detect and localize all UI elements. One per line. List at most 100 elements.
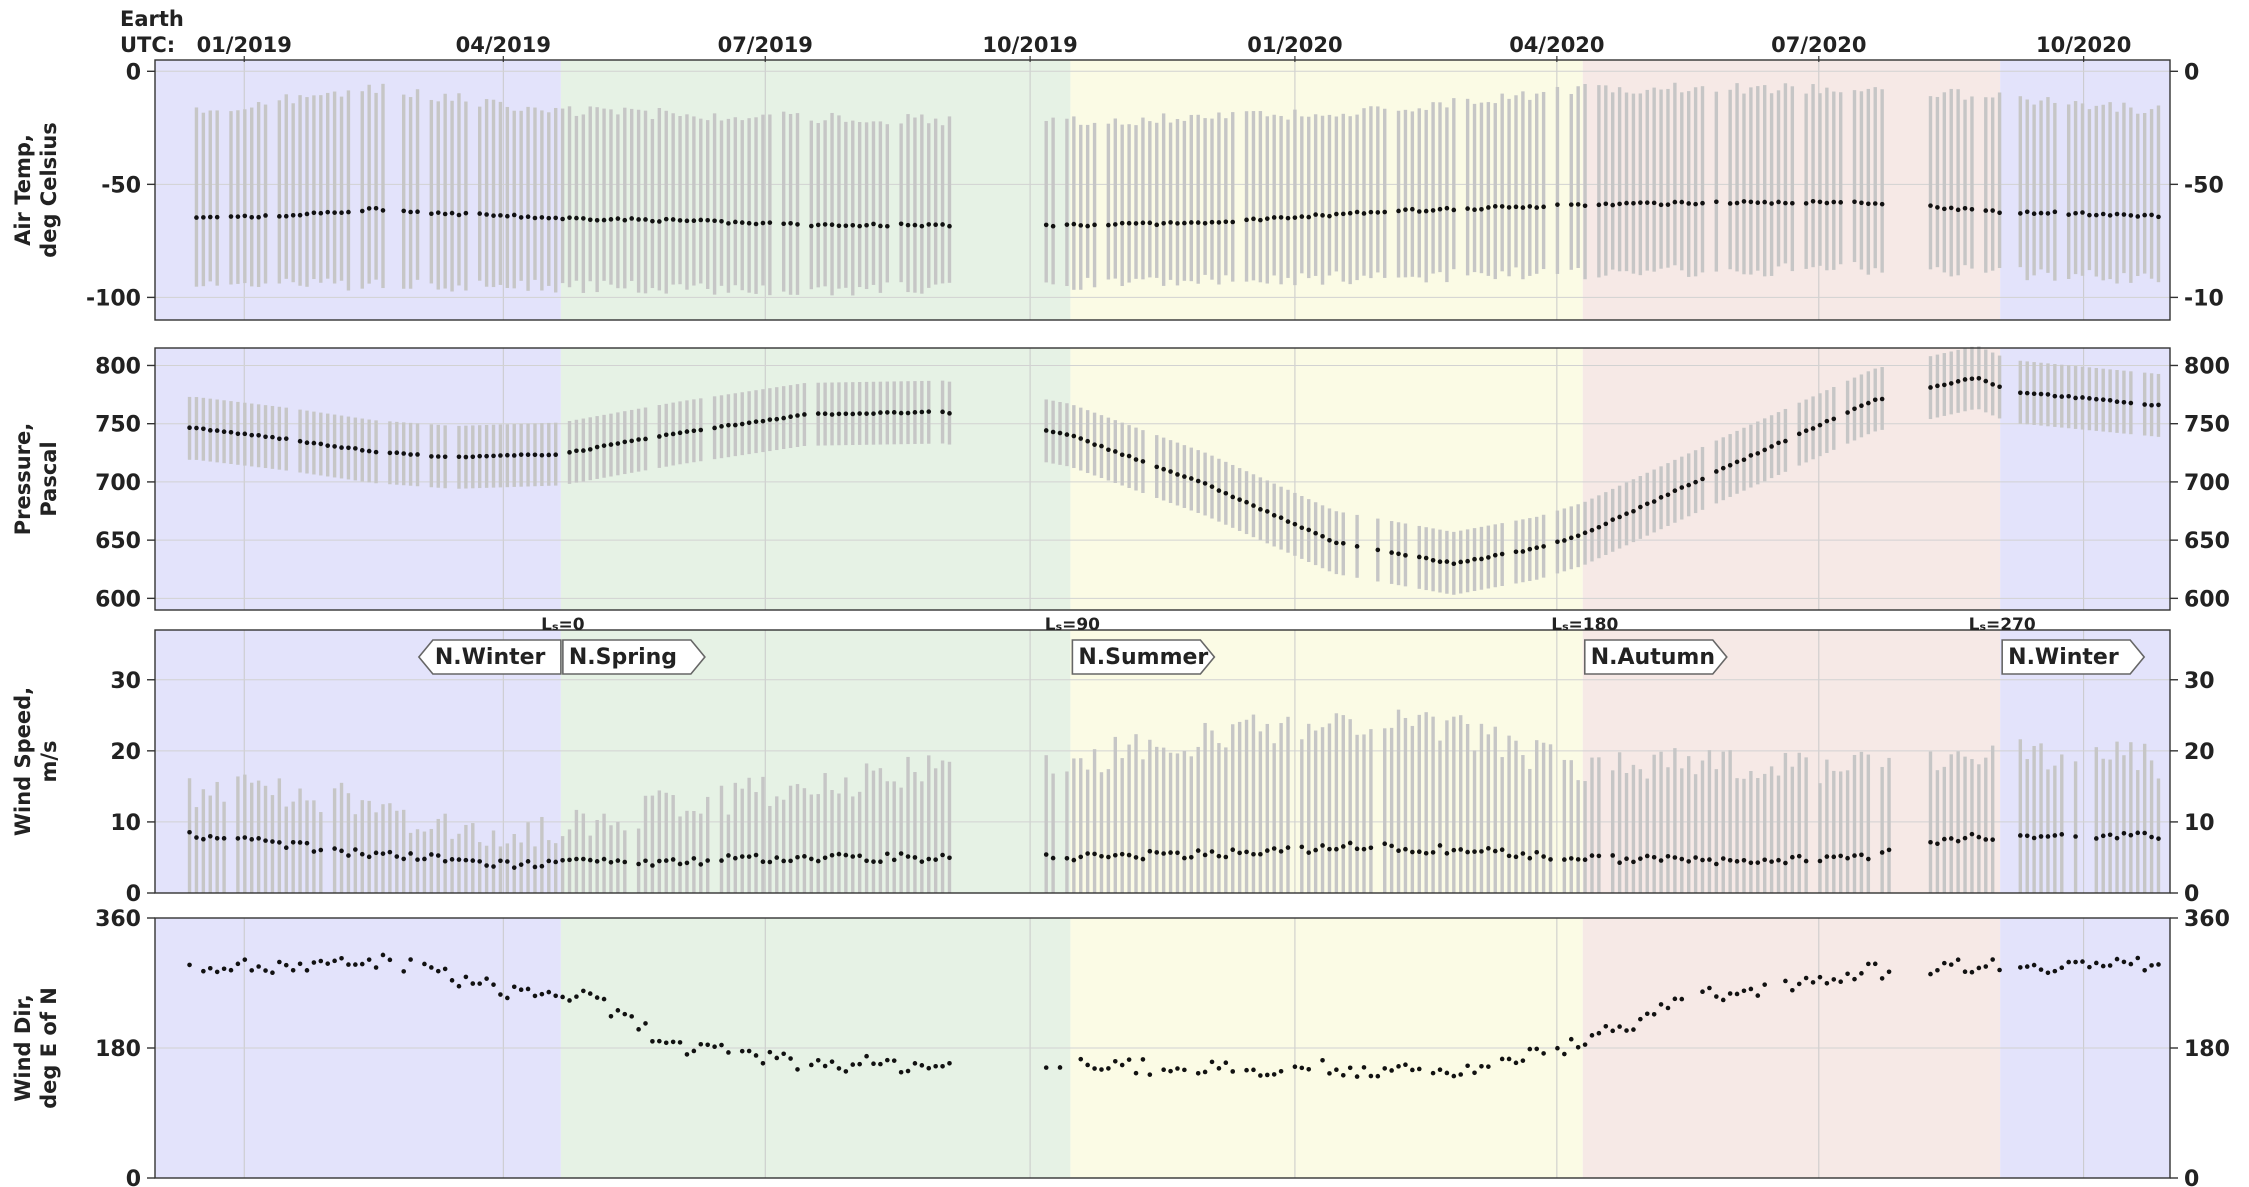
- mean-point: [442, 454, 448, 460]
- mean-point: [2114, 956, 2120, 962]
- mean-point: [1831, 854, 1837, 860]
- y-axis-label: Wind Speed,: [11, 687, 35, 836]
- range-band: [1652, 87, 1656, 272]
- range-band: [768, 114, 772, 296]
- y-tick-label-right: 0: [2184, 882, 2199, 907]
- mean-point: [366, 206, 372, 211]
- mean-point: [1790, 200, 1795, 206]
- range-band: [1507, 98, 1511, 277]
- mean-point: [1624, 200, 1629, 206]
- mean-point: [2135, 830, 2141, 836]
- mean-point: [207, 965, 213, 971]
- mean-point: [2024, 209, 2030, 215]
- mean-point: [726, 221, 731, 226]
- mean-point: [1638, 200, 1643, 205]
- range-band: [1327, 723, 1332, 893]
- mean-point: [532, 215, 538, 221]
- y-tick-label: 0: [126, 882, 141, 907]
- mean-point: [1755, 200, 1761, 206]
- range-band: [270, 795, 275, 893]
- range-band: [664, 110, 668, 294]
- date-tick-label: 04/2020: [1509, 33, 1604, 57]
- mean-point: [2045, 834, 2051, 839]
- mean-point: [1879, 850, 1885, 855]
- y-axis-label: deg E of N: [37, 987, 61, 1109]
- mean-point: [1064, 856, 1070, 861]
- mean-point: [857, 411, 862, 416]
- range-band: [402, 94, 406, 289]
- range-band: [871, 121, 876, 285]
- mean-point: [829, 412, 835, 417]
- mean-point: [1672, 488, 1678, 493]
- range-band: [2066, 104, 2071, 279]
- range-band: [823, 773, 827, 893]
- range-band: [920, 781, 924, 893]
- range-band: [802, 788, 807, 893]
- mean-point: [1575, 1045, 1581, 1050]
- range-band: [1942, 766, 1947, 893]
- mean-point: [2114, 835, 2120, 841]
- range-band: [837, 793, 841, 893]
- mean-point: [1202, 481, 1208, 486]
- range-band: [781, 111, 786, 292]
- mean-point: [2087, 212, 2092, 218]
- range-band: [1604, 85, 1608, 276]
- mean-point: [318, 441, 324, 447]
- mean-point: [2149, 963, 2154, 968]
- mean-point: [1486, 846, 1491, 851]
- mean-point: [1416, 209, 1422, 214]
- range-band: [471, 823, 475, 893]
- range-band: [2087, 109, 2092, 271]
- mean-point: [1962, 835, 1968, 841]
- mean-point: [1969, 376, 1975, 382]
- mean-point: [788, 858, 793, 864]
- mean-point: [684, 218, 690, 224]
- range-band: [927, 755, 931, 893]
- mean-point: [1112, 449, 1118, 454]
- range-band: [436, 101, 440, 290]
- mean-point: [1686, 859, 1692, 864]
- mean-point: [1824, 981, 1830, 986]
- range-band: [1465, 723, 1470, 893]
- mean-point: [256, 432, 261, 438]
- mean-point: [1686, 201, 1692, 206]
- mean-point: [283, 213, 289, 219]
- range-band: [450, 838, 454, 893]
- mean-point: [629, 1014, 634, 1019]
- range-band: [1728, 750, 1732, 893]
- mean-point: [2135, 955, 2141, 961]
- range-band: [1106, 123, 1111, 280]
- range-band: [623, 107, 627, 289]
- range-band: [595, 107, 599, 293]
- mean-point: [871, 859, 876, 864]
- range-band: [1134, 125, 1138, 279]
- mean-point: [657, 1038, 662, 1044]
- range-band: [1079, 758, 1083, 893]
- range-band: [526, 822, 530, 893]
- range-band: [1403, 717, 1408, 893]
- mean-point: [1976, 375, 1982, 381]
- range-band: [864, 763, 869, 893]
- mean-point: [1817, 974, 1823, 980]
- mean-point: [2073, 210, 2078, 216]
- range-band: [1645, 89, 1649, 271]
- mean-point: [1748, 453, 1754, 458]
- mean-point: [1195, 848, 1201, 853]
- range-band: [1300, 116, 1304, 274]
- mean-point: [1762, 199, 1767, 205]
- mean-point: [1651, 200, 1657, 206]
- mean-point: [359, 851, 365, 857]
- y-tick-label: -50: [101, 173, 141, 198]
- mean-point: [1872, 201, 1878, 206]
- range-band: [1928, 751, 1933, 893]
- mean-point: [919, 1063, 925, 1068]
- mean-point: [207, 833, 213, 839]
- mean-point: [947, 855, 952, 861]
- mean-point: [1264, 216, 1270, 221]
- mean-point: [2156, 214, 2161, 220]
- range-band: [1528, 768, 1532, 893]
- y-tick-label: 750: [95, 413, 141, 438]
- y-tick-label: 700: [95, 471, 141, 496]
- range-band: [878, 121, 883, 293]
